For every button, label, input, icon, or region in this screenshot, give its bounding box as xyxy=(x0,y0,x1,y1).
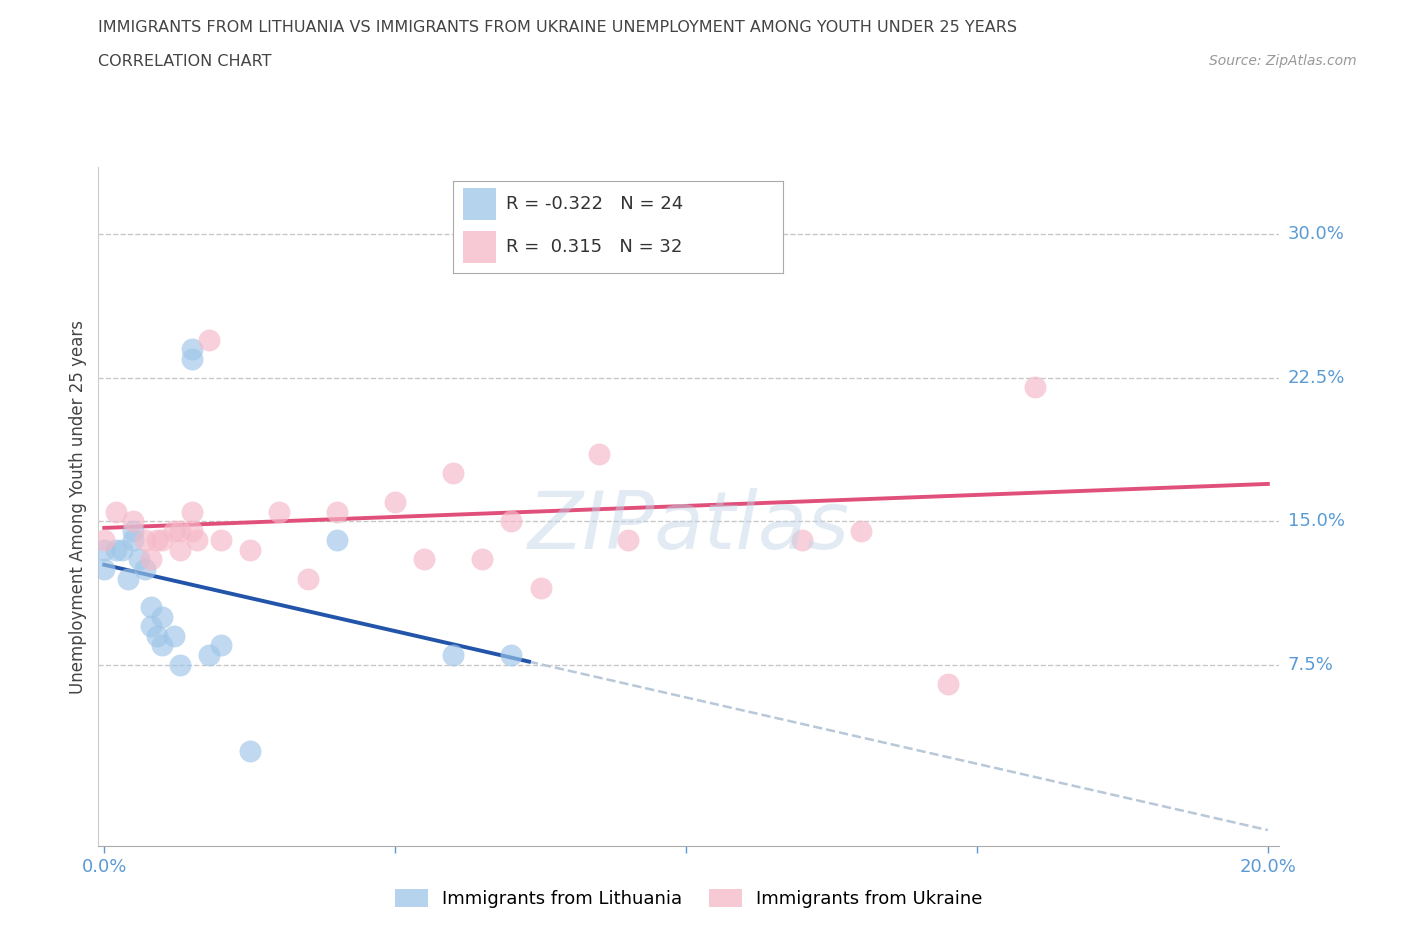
Point xyxy=(111,542,134,557)
Point xyxy=(180,504,202,519)
Point xyxy=(1024,379,1046,394)
Point xyxy=(139,552,162,567)
Point xyxy=(122,533,145,548)
Point xyxy=(326,504,349,519)
Point xyxy=(104,504,127,519)
Point xyxy=(529,580,551,595)
Point xyxy=(93,533,115,548)
Text: 7.5%: 7.5% xyxy=(1288,656,1334,673)
Point xyxy=(617,533,640,548)
Point xyxy=(413,552,436,567)
Text: ZIPatlas: ZIPatlas xyxy=(527,488,851,566)
Point xyxy=(198,647,221,662)
Point xyxy=(180,352,202,366)
Point xyxy=(849,524,872,538)
Point xyxy=(163,524,186,538)
Point xyxy=(122,524,145,538)
Point xyxy=(104,542,127,557)
Point xyxy=(145,629,167,644)
Point xyxy=(198,332,221,347)
Legend: Immigrants from Lithuania, Immigrants from Ukraine: Immigrants from Lithuania, Immigrants fr… xyxy=(388,882,990,915)
Point xyxy=(180,524,202,538)
Point xyxy=(209,533,232,548)
Point xyxy=(471,552,494,567)
Point xyxy=(163,629,186,644)
Point xyxy=(152,638,174,653)
Point xyxy=(117,571,139,586)
Point xyxy=(326,533,349,548)
Text: CORRELATION CHART: CORRELATION CHART xyxy=(98,54,271,69)
Point xyxy=(441,647,464,662)
Point xyxy=(139,600,162,615)
Point xyxy=(139,619,162,634)
Point xyxy=(128,552,150,567)
Point xyxy=(134,562,156,577)
Point xyxy=(169,524,191,538)
Point xyxy=(441,466,464,481)
Point xyxy=(792,533,814,548)
Point xyxy=(93,562,115,577)
Point xyxy=(209,638,232,653)
Text: IMMIGRANTS FROM LITHUANIA VS IMMIGRANTS FROM UKRAINE UNEMPLOYMENT AMONG YOUTH UN: IMMIGRANTS FROM LITHUANIA VS IMMIGRANTS … xyxy=(98,20,1018,35)
Point xyxy=(122,513,145,528)
Point xyxy=(267,504,290,519)
Point xyxy=(93,542,115,557)
Point xyxy=(180,341,202,356)
Point xyxy=(501,647,523,662)
Point xyxy=(239,542,262,557)
Text: 22.5%: 22.5% xyxy=(1288,369,1346,387)
Point xyxy=(501,513,523,528)
Point xyxy=(152,533,174,548)
Y-axis label: Unemployment Among Youth under 25 years: Unemployment Among Youth under 25 years xyxy=(69,320,87,694)
Point xyxy=(297,571,319,586)
Point xyxy=(588,446,610,461)
Point xyxy=(145,533,167,548)
Text: 30.0%: 30.0% xyxy=(1288,225,1344,244)
Text: 15.0%: 15.0% xyxy=(1288,512,1344,530)
Point xyxy=(936,676,959,691)
Point xyxy=(186,533,208,548)
Point xyxy=(134,533,156,548)
Point xyxy=(152,609,174,624)
Point xyxy=(384,495,406,510)
Text: Source: ZipAtlas.com: Source: ZipAtlas.com xyxy=(1209,54,1357,68)
Point xyxy=(239,743,262,758)
Point xyxy=(169,542,191,557)
Point xyxy=(675,236,697,251)
Point xyxy=(169,658,191,672)
